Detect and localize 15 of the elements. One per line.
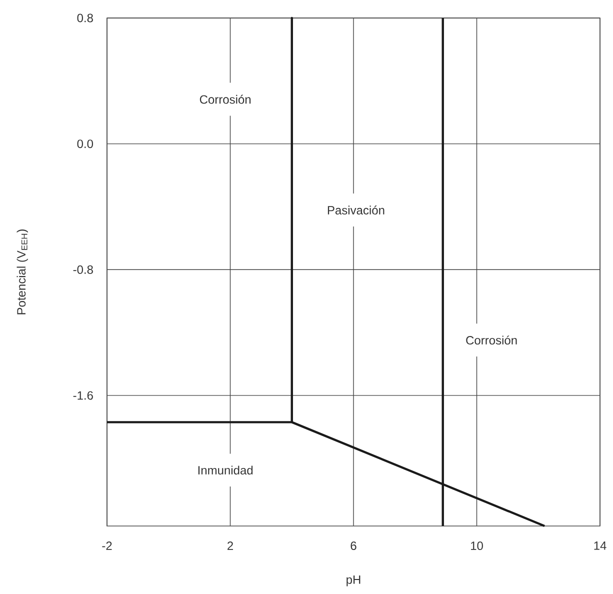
- x-tick-label: 10: [471, 542, 483, 550]
- y-tick-label: 0.8: [77, 14, 93, 22]
- x-tick-label: -2: [102, 542, 112, 550]
- y-tick-label: 0.0: [77, 140, 94, 148]
- y-tick-label: -0.8: [73, 265, 93, 274]
- x-axis-title: pH: [346, 576, 360, 586]
- x-tick-label: 2: [228, 542, 233, 550]
- y-tick-label: -1.6: [73, 391, 93, 400]
- x-tick-label: 14: [594, 542, 606, 550]
- annotation: Corrosión: [466, 336, 517, 345]
- x-tick-label: 6: [350, 542, 356, 550]
- annotation: Corrosión: [200, 94, 251, 104]
- y-axis-title: Potencial (V$_{EEH}$): [16, 230, 28, 314]
- annotation: Inmunidad: [198, 466, 253, 475]
- annotation: Pasivación: [328, 206, 384, 215]
